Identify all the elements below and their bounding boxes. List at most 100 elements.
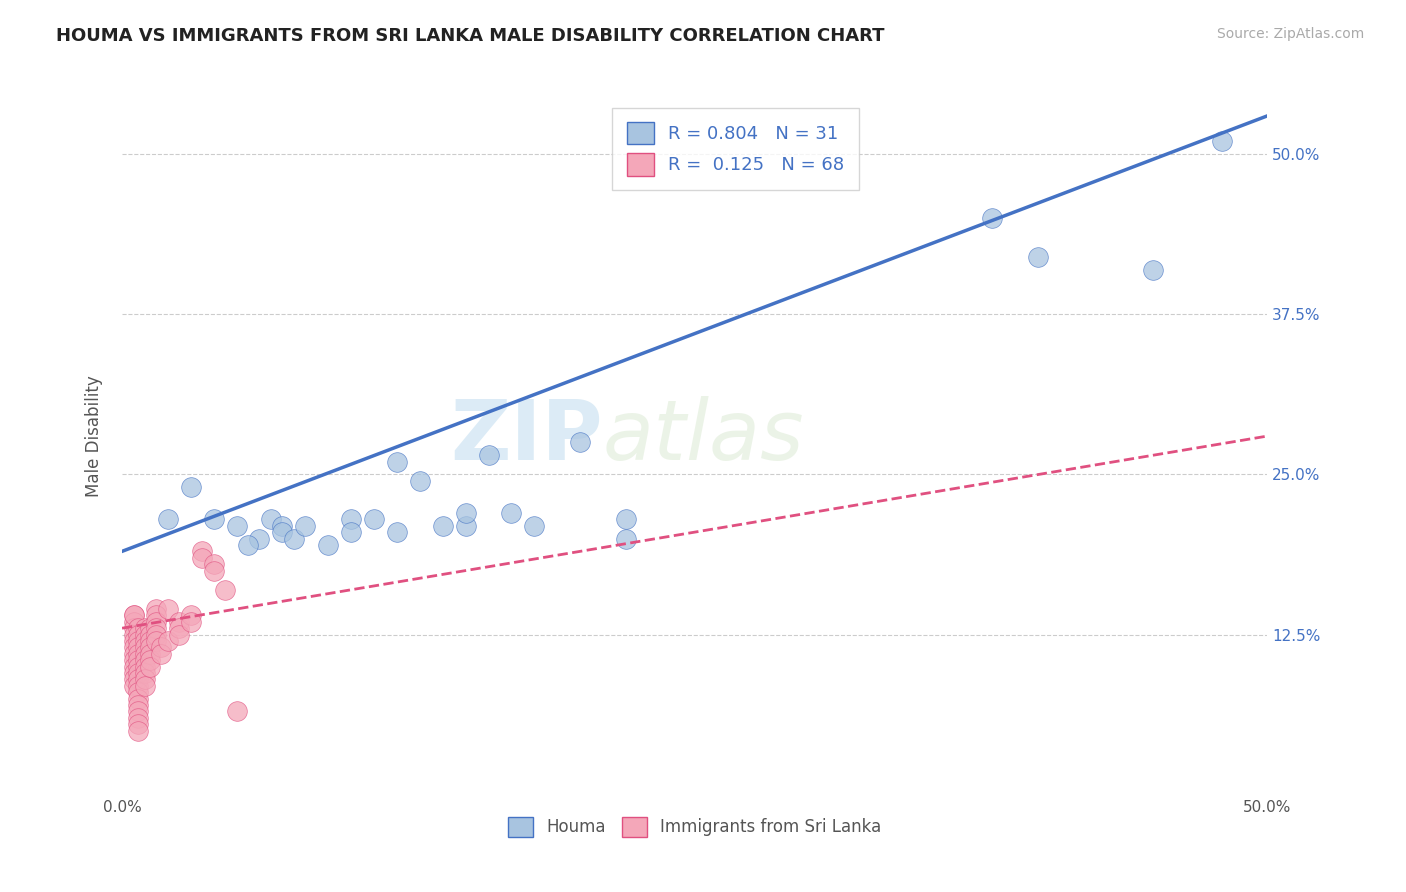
Point — [385, 455, 408, 469]
Point — [122, 627, 145, 641]
Point — [134, 634, 156, 648]
Point — [981, 211, 1004, 226]
Point — [134, 627, 156, 641]
Point — [122, 621, 145, 635]
Point — [316, 538, 339, 552]
Point — [122, 666, 145, 681]
Point — [134, 659, 156, 673]
Point — [122, 640, 145, 655]
Point — [122, 679, 145, 693]
Point — [122, 608, 145, 623]
Point — [122, 634, 145, 648]
Point — [134, 621, 156, 635]
Point — [454, 506, 477, 520]
Point — [156, 634, 179, 648]
Point — [340, 512, 363, 526]
Point — [127, 647, 149, 661]
Point — [180, 608, 202, 623]
Point — [145, 621, 167, 635]
Text: atlas: atlas — [603, 395, 804, 476]
Point — [156, 602, 179, 616]
Text: HOUMA VS IMMIGRANTS FROM SRI LANKA MALE DISABILITY CORRELATION CHART: HOUMA VS IMMIGRANTS FROM SRI LANKA MALE … — [56, 27, 884, 45]
Point — [138, 634, 160, 648]
Point — [150, 647, 173, 661]
Point — [214, 582, 236, 597]
Point — [122, 673, 145, 687]
Point — [127, 711, 149, 725]
Point — [202, 564, 225, 578]
Point — [127, 705, 149, 719]
Point — [191, 550, 214, 565]
Point — [180, 480, 202, 494]
Point — [409, 474, 432, 488]
Point — [340, 525, 363, 540]
Point — [134, 653, 156, 667]
Point — [127, 698, 149, 712]
Point — [180, 615, 202, 629]
Y-axis label: Male Disability: Male Disability — [86, 376, 103, 497]
Point — [150, 640, 173, 655]
Point — [225, 518, 247, 533]
Point — [271, 518, 294, 533]
Text: Source: ZipAtlas.com: Source: ZipAtlas.com — [1216, 27, 1364, 41]
Point — [127, 673, 149, 687]
Point — [363, 512, 385, 526]
Point — [127, 691, 149, 706]
Point — [134, 673, 156, 687]
Point — [127, 717, 149, 731]
Point — [294, 518, 316, 533]
Point — [202, 557, 225, 571]
Point — [432, 518, 454, 533]
Point — [127, 659, 149, 673]
Point — [134, 640, 156, 655]
Point — [127, 653, 149, 667]
Point — [122, 647, 145, 661]
Point — [122, 608, 145, 623]
Point — [225, 705, 247, 719]
Point — [501, 506, 523, 520]
Point — [191, 544, 214, 558]
Point — [134, 666, 156, 681]
Point — [127, 640, 149, 655]
Point — [138, 627, 160, 641]
Point — [236, 538, 259, 552]
Point — [122, 615, 145, 629]
Point — [1026, 250, 1049, 264]
Point — [127, 685, 149, 699]
Point — [127, 679, 149, 693]
Point — [614, 532, 637, 546]
Point — [523, 518, 546, 533]
Point — [138, 653, 160, 667]
Point — [122, 659, 145, 673]
Point — [138, 659, 160, 673]
Point — [134, 647, 156, 661]
Point — [138, 647, 160, 661]
Point — [385, 525, 408, 540]
Point — [127, 666, 149, 681]
Point — [138, 640, 160, 655]
Text: ZIP: ZIP — [450, 395, 603, 476]
Point — [145, 627, 167, 641]
Point — [614, 512, 637, 526]
Point — [138, 621, 160, 635]
Point — [454, 518, 477, 533]
Point — [156, 512, 179, 526]
Point — [1142, 262, 1164, 277]
Point — [260, 512, 283, 526]
Legend: Houma, Immigrants from Sri Lanka: Houma, Immigrants from Sri Lanka — [501, 810, 889, 844]
Point — [283, 532, 305, 546]
Point — [569, 435, 592, 450]
Point — [127, 723, 149, 738]
Point — [271, 525, 294, 540]
Point — [127, 627, 149, 641]
Point — [134, 679, 156, 693]
Point — [145, 615, 167, 629]
Point — [477, 448, 499, 462]
Point — [169, 627, 191, 641]
Point — [127, 621, 149, 635]
Point — [202, 512, 225, 526]
Point — [249, 532, 271, 546]
Point — [122, 653, 145, 667]
Point — [145, 608, 167, 623]
Point — [169, 615, 191, 629]
